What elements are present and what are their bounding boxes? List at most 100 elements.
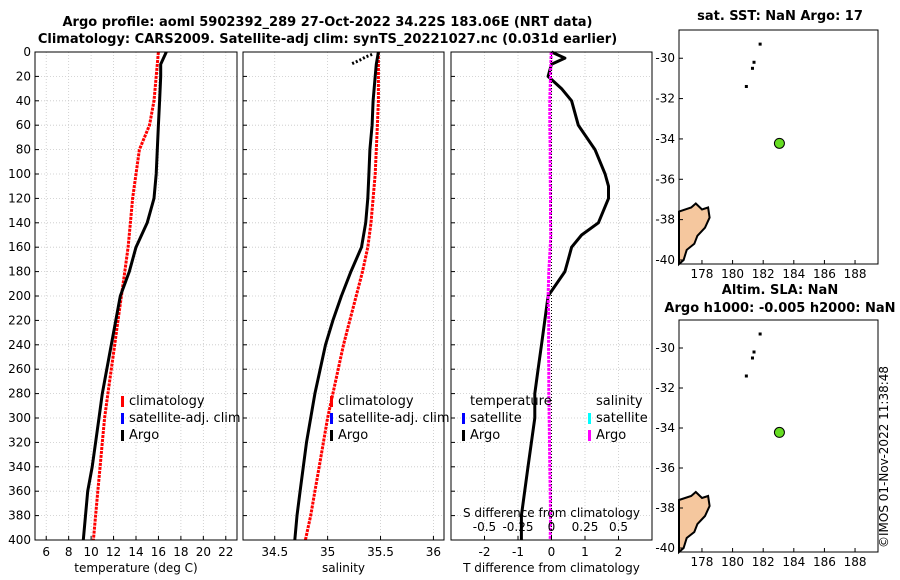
sla-map-ytick-label: -38 (655, 501, 675, 515)
depth-tick-label: 400 (8, 533, 31, 547)
sst-map-track-point (758, 42, 762, 46)
difference-series-s-argo (546, 51, 553, 541)
sst-map-ytick-label: -30 (655, 51, 675, 65)
difference-series-t-argo (519, 50, 610, 540)
temperature-legend-label: satellite-adj. clim (129, 411, 241, 426)
salinity-legend-label: satellite-adj. clim (338, 411, 450, 426)
depth-tick-label: 20 (16, 69, 31, 83)
difference-salinity-legend-swatch (588, 413, 591, 424)
sst-map-xtick-label: 178 (691, 267, 714, 281)
temperature-xtick-label: 12 (106, 545, 121, 559)
sla-map-title-line2: Argo h1000: -0.005 h2000: NaN (664, 301, 896, 316)
temperature-xtick-label: 8 (65, 545, 73, 559)
sla-map-frame (678, 319, 879, 553)
sla-map-xtick-label: 184 (782, 555, 805, 569)
salinity-panel: 34.5 35 35.5 36 salinity (242, 51, 445, 575)
sst-map-argo-position (773, 137, 785, 149)
temperature-legend-swatch (121, 413, 124, 424)
depth-tick-label: 40 (16, 94, 31, 108)
salinity-difference-tick-label: -0.5 (473, 520, 496, 534)
sst-map-xtick-label: 184 (782, 267, 805, 281)
sla-map-xtick-label: 180 (721, 555, 744, 569)
sst-map-ytick-label: -38 (655, 213, 675, 227)
depth-tick-label: 160 (8, 240, 31, 254)
depth-tick-label: 360 (8, 484, 31, 498)
difference-xtick-label: -2 (479, 545, 491, 559)
difference-temperature-legend-swatch (462, 413, 465, 424)
temperature-series-climatology (91, 51, 160, 541)
salinity-xtick-label: 36 (426, 545, 441, 559)
salinity-legend-label: Argo (338, 428, 368, 443)
sla-map-ytick-label: -40 (655, 541, 675, 555)
temperature-xtick-label: 22 (218, 545, 233, 559)
sla-map-ytick-label: -32 (655, 381, 675, 395)
difference-panel: -2 -1 0 1 2 T difference from climatology (450, 50, 653, 575)
depth-tick-label: 180 (8, 265, 31, 279)
depth-tick-label: 340 (8, 460, 31, 474)
salinity-difference-axis-label: S difference from climatology (463, 506, 640, 520)
sla-map-track-point (744, 374, 748, 378)
temperature-series-argo (81, 51, 168, 541)
depth-tick-label: 100 (8, 167, 31, 181)
sla-map-track-point (750, 356, 754, 360)
sla-map-xtick-label: 178 (691, 555, 714, 569)
salinity-series-argo (293, 51, 380, 541)
temperature-panel: 6 8 10 12 14 16 18 20 22 temperature (deg C) (34, 51, 238, 575)
sst-map: 178 180 182 184 186 188 -30 -32 -34 -36 -38 -40 (655, 29, 879, 281)
sla-map: 178 180 182 184 186 188 -30 -32 -34 -36 -38 -40 (655, 319, 879, 569)
sst-map-xtick-label: 180 (721, 267, 744, 281)
depth-tick-label: 380 (8, 509, 31, 523)
sst-map-xtick-label: 186 (813, 267, 836, 281)
temperature-xlabel: temperature (deg C) (74, 561, 197, 575)
depth-tick-label: 240 (8, 338, 31, 352)
depth-tick-label: 80 (16, 143, 31, 157)
salinity-series-climatology (303, 52, 380, 541)
difference-xtick-label: -1 (512, 545, 524, 559)
difference-salinity-legend-swatch (588, 430, 591, 441)
temperature-xtick-label: 10 (83, 545, 98, 559)
sst-map-track-point (744, 84, 748, 88)
sla-map-ytick-label: -30 (655, 341, 675, 355)
sla-map-xtick-label: 186 (813, 555, 836, 569)
temperature-xtick-label: 6 (42, 545, 50, 559)
sla-map-ytick-label: -34 (655, 421, 675, 435)
depth-tick-label: 120 (8, 191, 31, 205)
salinity-difference-tick-label: 0.25 (572, 520, 599, 534)
sst-map-frame (678, 29, 879, 265)
salinity-legend-label: climatology (338, 394, 414, 409)
difference-xtick-label: 1 (581, 545, 589, 559)
temperature-legend-label: Argo (129, 428, 159, 443)
difference-xtick-label: 0 (548, 545, 556, 559)
sla-map-ytick-label: -36 (655, 461, 675, 475)
figure-title-line1: Argo profile: aoml 5902392_289 27-Oct-20… (62, 15, 593, 30)
sst-map-xtick-label: 188 (844, 267, 867, 281)
temperature-legend-swatch (121, 430, 124, 441)
sla-map-xtick-label: 188 (844, 555, 867, 569)
salinity-legend-swatch (330, 396, 333, 407)
difference-xtick-label: 2 (615, 545, 623, 559)
sst-map-xtick-label: 182 (752, 267, 775, 281)
sla-map-xtick-label: 182 (752, 555, 775, 569)
sla-map-track-point (752, 350, 756, 354)
depth-tick-label: 140 (8, 216, 31, 230)
difference-temperature-legend-label: temperature (470, 394, 552, 409)
depth-tick-label: 260 (8, 362, 31, 376)
temperature-xtick-label: 18 (173, 545, 188, 559)
sst-map-track-point (752, 60, 756, 64)
salinity-xlabel: salinity (322, 561, 365, 575)
sst-map-title: sat. SST: NaN Argo: 17 (697, 9, 863, 24)
difference-xlabel: T difference from climatology (462, 561, 640, 575)
depth-tick-label: 300 (8, 411, 31, 425)
salinity-difference-tick-label: 0 (548, 520, 556, 534)
sst-map-land (678, 202, 711, 267)
difference-temperature-legend-swatch (462, 430, 465, 441)
salinity-difference-tick-label: -0.25 (502, 520, 533, 534)
salinity-series-near-surface-argo (350, 53, 373, 66)
sla-map-land (678, 490, 711, 555)
difference-salinity-legend-label: Argo (596, 428, 626, 443)
figure-title-line2: Climatology: CARS2009. Satellite-adj cli… (37, 32, 618, 47)
temperature-xtick-label: 20 (196, 545, 211, 559)
temperature-legend-label: climatology (129, 394, 205, 409)
sst-map-track-point (750, 66, 754, 70)
